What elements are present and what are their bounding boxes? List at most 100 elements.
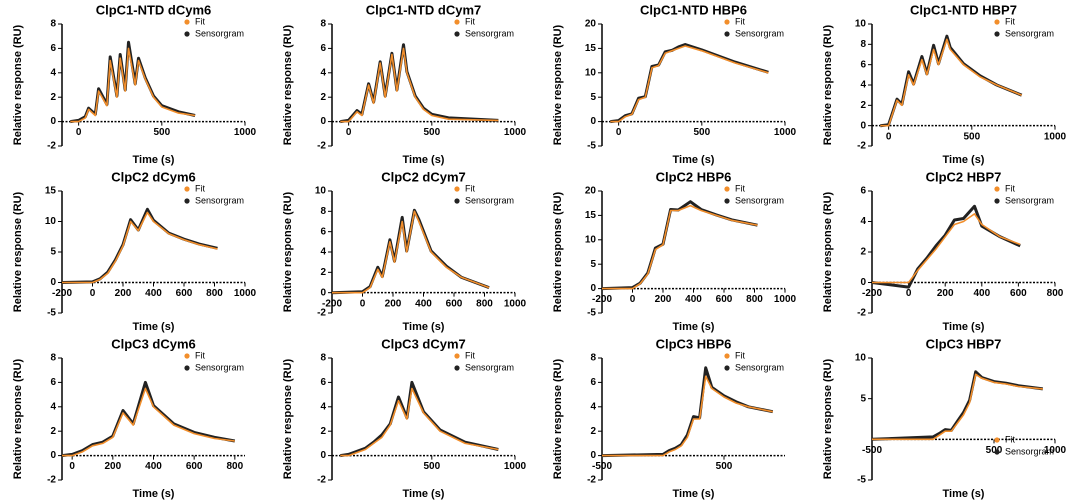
y-tick-label: 6 (860, 59, 866, 70)
chart-title: ClpC2 dCym6 (111, 169, 196, 184)
x-tick-label: 0 (906, 288, 912, 299)
y-tick-label: -2 (47, 475, 56, 486)
legend-marker (184, 19, 190, 25)
x-tick-label: 1000 (774, 127, 797, 138)
y-tick-label: 6 (590, 377, 596, 388)
legend-marker (454, 353, 460, 359)
x-tick-label: 800 (226, 461, 243, 472)
y-tick-label: -2 (47, 141, 56, 152)
y-tick-label: 6 (320, 226, 326, 237)
y-tick-label: 8 (590, 353, 596, 364)
x-tick-label: 1000 (1044, 445, 1067, 456)
legend-label: Fit (465, 16, 475, 26)
x-axis-label: Time (s) (673, 154, 715, 166)
x-tick-label: 1000 (234, 127, 257, 138)
legend-label: Sensorgram (1005, 446, 1054, 456)
y-tick-label: 8 (320, 206, 326, 217)
legend-marker (724, 31, 730, 37)
y-axis-label: Relative response (RU) (12, 191, 24, 312)
y-tick-label: -5 (587, 141, 596, 152)
legend-label: Sensorgram (195, 362, 244, 372)
x-tick-label: -200 (862, 288, 882, 299)
legend-marker (454, 198, 460, 204)
x-axis-label: Time (s) (403, 154, 445, 166)
x-tick-label: 800 (206, 288, 223, 299)
series-line (871, 370, 1043, 441)
y-tick-label: 0 (50, 277, 56, 288)
y-tick-label: 4 (320, 247, 326, 258)
x-tick-label: 800 (746, 294, 763, 305)
y-tick-label: -2 (857, 308, 866, 319)
y-tick-label: 6 (50, 377, 56, 388)
legend-label: Sensorgram (195, 195, 244, 205)
y-tick-label: 5 (590, 92, 596, 103)
y-axis-label: Relative response (RU) (552, 191, 564, 312)
legend-marker (724, 186, 730, 192)
series-line (61, 207, 218, 284)
legend-label: Sensorgram (1005, 28, 1054, 38)
y-tick-label: 10 (585, 234, 597, 245)
y-tick-label: 2 (590, 426, 596, 437)
series-line (872, 213, 1021, 284)
x-tick-label: 1000 (1044, 131, 1067, 142)
series-line (602, 375, 773, 457)
x-tick-label: 200 (655, 294, 672, 305)
x-tick-label: 200 (937, 288, 954, 299)
series-line (62, 211, 218, 284)
chart-title: ClpC2 dCym7 (381, 169, 466, 184)
chart-title: ClpC1-NTD HBP6 (640, 2, 747, 17)
x-tick-label: 600 (446, 298, 463, 309)
y-tick-label: 10 (855, 19, 867, 30)
x-tick-label: 1000 (504, 461, 527, 472)
chart-title: ClpC2 HBP6 (656, 169, 732, 184)
legend-label: Fit (1005, 434, 1015, 444)
x-tick-label: 600 (176, 288, 193, 299)
chart-panel: ClpC1-NTD HBP6 Relative response (RU) Time… (552, 2, 797, 165)
legend-label: Fit (735, 350, 745, 360)
series-line (871, 204, 1021, 289)
y-tick-label: 15 (585, 210, 597, 221)
x-tick-label: 0 (90, 288, 96, 299)
legend-marker (994, 437, 1000, 443)
y-tick-label: 8 (50, 353, 56, 364)
series-line (880, 38, 1023, 127)
y-tick-label: -2 (587, 475, 596, 486)
x-tick-label: 0 (886, 131, 892, 142)
y-tick-label: 2 (320, 426, 326, 437)
x-axis-label: Time (s) (403, 488, 445, 500)
x-axis-label: Time (s) (673, 321, 715, 333)
legend-marker (184, 186, 190, 192)
x-tick-label: 500 (716, 461, 733, 472)
legend-marker (454, 19, 460, 25)
y-tick-label: 4 (590, 401, 596, 412)
x-tick-label: 400 (145, 288, 162, 299)
y-tick-label: 2 (860, 247, 866, 258)
x-tick-label: 1000 (504, 298, 527, 309)
series-line (340, 47, 499, 123)
x-tick-label: 1000 (504, 127, 527, 138)
legend-marker (184, 31, 190, 37)
x-tick-label: 200 (385, 298, 402, 309)
x-tick-label: 800 (1047, 288, 1064, 299)
legend-label: Fit (1005, 16, 1015, 26)
y-tick-label: 2 (320, 267, 326, 278)
x-tick-label: 0 (360, 298, 366, 309)
legend-label: Fit (195, 183, 205, 193)
y-axis-label: Relative response (RU) (12, 358, 24, 479)
legend-label: Fit (465, 350, 475, 360)
legend-marker (184, 198, 190, 204)
legend-marker (994, 449, 1000, 455)
y-tick-label: 6 (320, 377, 326, 388)
legend-marker (454, 31, 460, 37)
y-axis-label: Relative response (RU) (282, 24, 294, 145)
chart-title: ClpC3 dCym7 (381, 336, 466, 351)
series-line (610, 45, 769, 123)
x-tick-label: -200 (52, 288, 72, 299)
series-line (340, 43, 499, 124)
y-tick-label: 2 (320, 92, 326, 103)
legend-label: Sensorgram (465, 362, 514, 372)
x-tick-label: 0 (76, 127, 82, 138)
x-axis-label: Time (s) (943, 154, 985, 166)
y-tick-label: 0 (320, 116, 326, 127)
x-tick-label: 0 (630, 294, 636, 305)
